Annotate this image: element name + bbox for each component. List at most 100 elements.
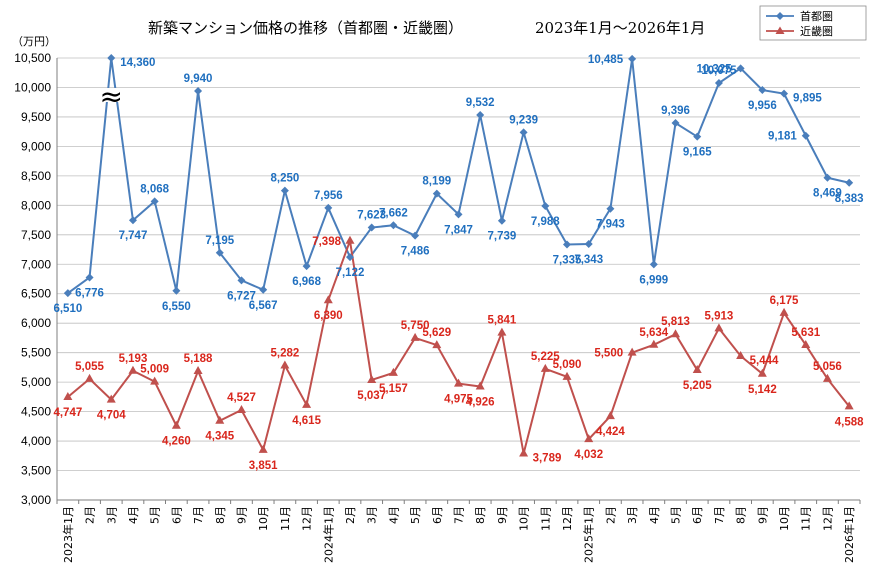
data-label-shuto: 9,532 [466, 97, 495, 109]
data-point-kinki [519, 448, 529, 457]
x-tick-label: 11月 [800, 506, 813, 531]
y-tick-label: 10,500 [14, 51, 51, 65]
x-tick-label: 3月 [626, 506, 639, 524]
data-label-kinki: 5,444 [750, 355, 779, 367]
data-point-shuto [389, 221, 398, 230]
data-point-kinki [627, 347, 637, 356]
data-label-shuto: 10,075 [701, 65, 737, 77]
data-point-kinki [801, 339, 811, 348]
x-tick-label: 10月 [518, 506, 531, 531]
data-label-kinki: 4,615 [292, 415, 321, 427]
data-point-shuto [628, 54, 637, 63]
data-label-shuto: 8,199 [422, 176, 451, 188]
data-label-shuto: 10,485 [588, 54, 624, 66]
data-label-shuto: 14,360 [120, 57, 155, 69]
data-point-kinki [367, 374, 377, 383]
data-point-kinki [714, 323, 724, 332]
data-label-shuto: 6,550 [162, 301, 191, 313]
data-point-shuto [194, 87, 203, 96]
data-point-shuto [476, 111, 485, 120]
x-tick-label: 2月 [344, 506, 357, 524]
data-point-kinki [410, 332, 420, 341]
data-point-kinki [345, 235, 355, 244]
axis-break-marker: ≈ [96, 80, 127, 113]
data-label-shuto: 7,195 [205, 235, 234, 247]
data-point-kinki [63, 392, 73, 401]
y-tick-label: 9,000 [21, 139, 51, 153]
x-tick-label: 8月 [735, 506, 748, 524]
data-label-kinki: 4,704 [97, 410, 126, 422]
data-label-kinki: 5,157 [379, 383, 408, 395]
x-tick-label: 3月 [105, 506, 118, 524]
data-label-shuto: 7,486 [401, 246, 430, 258]
x-tick-label: 9月 [496, 506, 509, 524]
data-label-kinki: 3,789 [533, 453, 562, 465]
data-point-shuto [63, 289, 72, 298]
data-label-kinki: 5,055 [75, 361, 104, 373]
data-label-shuto: 7,662 [379, 207, 408, 219]
x-tick-label: 4月 [127, 506, 140, 524]
data-point-shuto [345, 253, 354, 262]
data-point-kinki [302, 399, 312, 408]
data-point-shuto [215, 248, 224, 257]
data-point-kinki [85, 373, 95, 382]
y-tick-label: 8,500 [21, 169, 51, 183]
data-label-shuto: 6,510 [53, 303, 82, 315]
data-label-kinki: 5,205 [683, 380, 712, 392]
data-label-shuto: 9,396 [661, 105, 690, 117]
y-tick-label: 4,000 [21, 434, 51, 448]
data-point-shuto [237, 276, 246, 285]
data-label-shuto: 7,943 [596, 219, 625, 231]
x-tick-label: 12月 [561, 506, 574, 531]
x-tick-label: 7月 [453, 506, 466, 524]
legend-label-kinki: 近畿圏 [800, 24, 833, 38]
data-point-kinki [736, 350, 746, 359]
axis-break-glyph: ≈ [100, 80, 123, 113]
data-point-shuto [302, 262, 311, 271]
data-point-kinki [388, 367, 398, 376]
data-point-shuto [758, 86, 767, 95]
x-tick-label: 2023年1月 [61, 506, 75, 563]
data-label-shuto: 8,068 [140, 183, 169, 195]
data-point-shuto [107, 54, 116, 62]
data-point-shuto [454, 210, 463, 219]
data-label-shuto: 9,165 [683, 147, 712, 159]
axes [56, 58, 861, 504]
x-tick-label: 7月 [192, 506, 205, 524]
data-point-shuto [584, 240, 593, 249]
data-point-shuto [780, 89, 789, 98]
data-label-shuto: 9,895 [793, 93, 822, 105]
x-tick-label: 5月 [409, 506, 422, 524]
data-point-shuto [606, 204, 615, 213]
data-label-kinki: 4,926 [466, 396, 495, 408]
y-tick-labels: 3,000 3,500 4,000 4,500 5,000 5,500 6,000 6,500… [14, 51, 51, 507]
legend-marker-kinki [775, 26, 785, 34]
data-label-kinki: 3,851 [249, 460, 278, 472]
data-point-kinki [562, 371, 572, 380]
data-label-shuto: 7,122 [336, 267, 365, 279]
data-label-shuto: 9,181 [768, 131, 797, 143]
data-point-kinki [605, 411, 615, 420]
x-tick-label: 4月 [648, 506, 661, 524]
chart-title: 新築マンション価格の推移（首都圏・近畿圏） [148, 19, 463, 37]
data-point-kinki [258, 444, 268, 453]
data-point-shuto [128, 216, 137, 225]
y-tick-label: 5,500 [21, 346, 51, 360]
data-label-kinki: 4,032 [574, 449, 603, 461]
data-point-kinki [280, 360, 290, 369]
x-tick-label: 12月 [821, 506, 834, 531]
data-label-shuto: 7,988 [531, 216, 560, 228]
data-point-kinki [454, 378, 463, 387]
data-label-shuto: 7,343 [574, 254, 603, 266]
data-label-kinki: 5,193 [119, 353, 148, 365]
data-point-kinki [106, 394, 116, 403]
data-label-kinki: 5,225 [531, 351, 560, 363]
data-point-kinki [432, 340, 442, 349]
axis-break-background [96, 88, 127, 102]
chart-period: 2023年1月～2026年1月 [535, 19, 705, 37]
data-point-shuto [324, 203, 333, 212]
data-label-kinki: 5,813 [661, 316, 690, 328]
data-label-shuto: 7,335 [553, 255, 582, 267]
data-point-kinki [150, 376, 160, 385]
